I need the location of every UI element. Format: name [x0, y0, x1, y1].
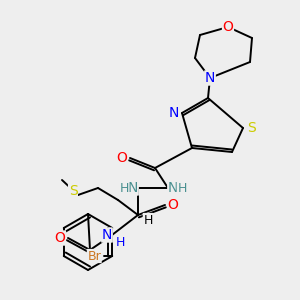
Text: Br: Br [87, 250, 101, 262]
Text: O: O [55, 231, 65, 245]
Text: N: N [102, 228, 112, 242]
Text: N: N [168, 181, 178, 195]
Text: H: H [143, 214, 153, 226]
Text: N: N [205, 71, 215, 85]
Text: H: H [115, 236, 125, 250]
Text: O: O [223, 20, 233, 34]
Text: O: O [168, 198, 178, 212]
Text: S: S [247, 121, 255, 135]
Text: S: S [69, 184, 77, 198]
Text: H: H [119, 182, 129, 194]
Text: N: N [128, 181, 138, 195]
Text: N: N [169, 106, 179, 120]
Text: O: O [117, 151, 128, 165]
Text: H: H [177, 182, 187, 194]
